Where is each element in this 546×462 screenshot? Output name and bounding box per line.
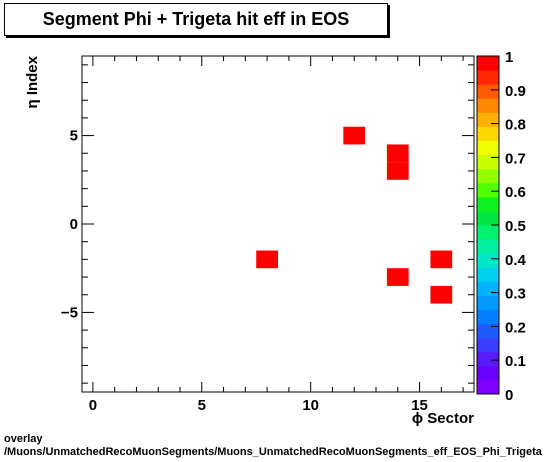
palette-tick-label: 0.6 (505, 184, 526, 201)
palette-swatch (477, 323, 499, 339)
palette-tick-label: 0 (505, 387, 513, 404)
heatmap-cell (386, 268, 409, 286)
palette-tick-label: 0.2 (505, 319, 526, 336)
tick-labels: 0 5 10 15 −5 0 5 (61, 128, 428, 414)
palette-tick-label: 0.9 (505, 83, 526, 100)
palette-labels: 0 0.1 0.2 0.3 0.4 0.5 0.6 0.7 0.8 0.9 1 (491, 49, 527, 404)
palette-swatch (477, 281, 499, 296)
chart-title: Segment Phi + Trigeta hit eff in EOS (4, 3, 388, 36)
palette-tick-label: 0.7 (505, 150, 526, 167)
palette-tick-label: 0.4 (505, 252, 527, 269)
palette-swatch (477, 365, 499, 381)
palette-swatch (477, 295, 499, 310)
palette-tick-label: 0.3 (505, 286, 526, 303)
palette-swatch (477, 70, 499, 85)
heatmap-cell (256, 250, 278, 269)
heatmap-cell (430, 250, 453, 269)
heatmap-cell (430, 285, 453, 304)
palette-swatch (477, 210, 499, 226)
y-axis-label: η Index (24, 55, 41, 108)
palette-tick-label: 0.8 (505, 117, 526, 134)
palette-swatch (477, 253, 499, 268)
palette-swatch (477, 154, 499, 170)
palette-tick-label: 0.5 (505, 218, 526, 235)
heatmap-cells (256, 126, 453, 304)
heatmap-cell (343, 126, 366, 145)
palette-swatch (477, 309, 499, 325)
x-tick-label: 15 (411, 397, 428, 414)
palette-tick-label: 0.1 (505, 353, 526, 370)
palette-swatch (477, 140, 499, 156)
palette-swatch (477, 225, 499, 240)
heatmap-cell (386, 162, 409, 180)
heatmap-cell (386, 144, 409, 163)
palette-swatch (477, 337, 499, 353)
palette-swatch (477, 84, 499, 99)
palette-swatch (477, 351, 499, 367)
palette-swatch (477, 168, 499, 184)
x-tick-label: 0 (89, 397, 97, 414)
plot-frame (81, 55, 475, 393)
palette-swatch (477, 182, 499, 198)
footer-overlay-label: overlay (4, 433, 43, 445)
y-tick-label: 0 (70, 216, 78, 233)
palette-swatch (477, 379, 499, 395)
palette-swatch (477, 239, 499, 254)
palette-swatch (477, 126, 499, 141)
y-tick-label: −5 (61, 304, 78, 321)
footer-path-label: /Muons/UnmatchedRecoMuonSegments/Muons_U… (4, 446, 542, 458)
palette-swatch (477, 112, 499, 127)
palette-tick-label: 1 (505, 49, 513, 66)
x-tick-label: 5 (198, 397, 206, 414)
palette-swatch (477, 98, 499, 113)
x-axis-label: ϕ Sector (412, 410, 474, 427)
palette-swatch (477, 267, 499, 282)
axis-ticks (82, 56, 474, 392)
palette-swatch (477, 196, 499, 212)
x-tick-label: 10 (302, 397, 319, 414)
y-tick-label: 5 (70, 128, 78, 145)
palette-swatch (477, 56, 499, 71)
